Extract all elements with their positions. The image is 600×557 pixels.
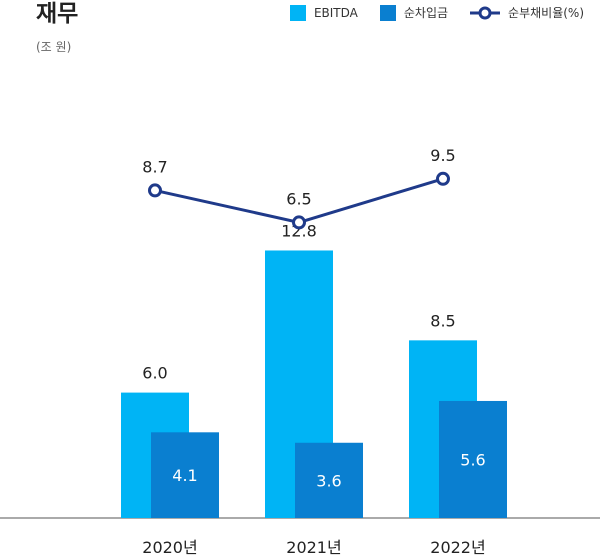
bar-net-debt-1 <box>151 432 219 518</box>
unit-label: (조 원) <box>36 40 72 54</box>
data-label-ebitda-3: 8.5 <box>430 311 455 330</box>
legend: EBITDA 순차입금 순부채비율(%) <box>268 4 584 21</box>
chart-title: 재무 <box>36 1 79 27</box>
data-label-net-debt-ratio-3: 9.5 <box>430 146 455 165</box>
data-label-net-debt-ratio-1: 8.7 <box>142 157 167 176</box>
data-label-net-debt-ratio-2: 6.5 <box>286 189 311 208</box>
data-label-net-debt-1: 4.1 <box>172 466 197 485</box>
legend-label-net-debt: 순차입금 <box>403 6 449 20</box>
bar-net-debt-3 <box>439 400 507 518</box>
legend-label-ebitda: EBITDA <box>313 5 358 20</box>
legend-line-marker-icon <box>470 6 501 19</box>
legend-item-ebitda: EBITDA <box>289 4 358 21</box>
data-label-net-debt-3: 5.6 <box>460 450 485 469</box>
data-label-ebitda-1: 6.0 <box>142 364 167 383</box>
data-label-net-debt-2: 3.6 <box>316 471 341 490</box>
x-tick-label-2: 2021년 <box>286 538 341 557</box>
point-net-debt-ratio-2 <box>292 215 306 230</box>
bar-net-debt-2 <box>295 442 363 518</box>
legend-label-net-debt-ratio: 순부채비율(%) <box>508 6 584 20</box>
x-tick-label-1: 2020년 <box>142 538 197 557</box>
data-label-ebitda-2: 12.8 <box>281 221 317 240</box>
x-tick-label-3: 2022년 <box>430 538 485 557</box>
legend-item-net-debt: 순차입금 <box>379 4 449 21</box>
point-net-debt-ratio-3 <box>436 171 450 186</box>
legend-item-net-debt-ratio: 순부채비율(%) <box>470 4 584 21</box>
legend-swatch-net-debt <box>379 4 396 21</box>
legend-swatch-ebitda <box>289 4 306 21</box>
point-net-debt-ratio-1 <box>148 183 162 198</box>
